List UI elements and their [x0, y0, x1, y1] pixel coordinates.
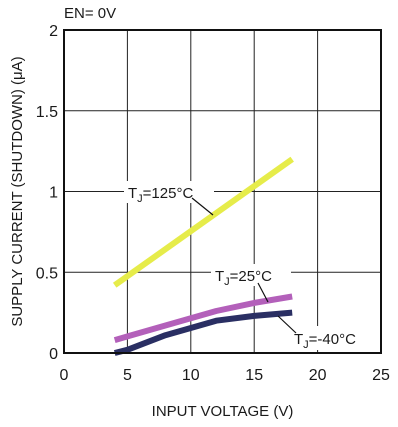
x-tick-label: 20 [309, 367, 327, 384]
annotation-leader [191, 197, 214, 216]
x-tick-label: 10 [182, 367, 200, 384]
condition-label: EN= 0V [64, 5, 116, 22]
series-annotation-0: TJ=125°C [124, 181, 214, 216]
series-annotation-1: TJ=25°C [211, 264, 291, 303]
series-line-2 [113, 309, 293, 356]
y-tick-label: 2 [49, 23, 58, 40]
x-tick-label: 0 [60, 367, 69, 384]
y-axis-title: SUPPLY CURRENT (SHUTDOWN) (μA) [9, 56, 26, 326]
x-tick-label: 5 [123, 367, 132, 384]
annotation-leader [277, 315, 297, 334]
series-label: TJ=125°C [128, 185, 193, 205]
y-tick-label: 0.5 [36, 265, 58, 282]
annotation-leader [257, 282, 269, 303]
series-line-0 [112, 156, 294, 288]
x-tick-label: 15 [245, 367, 263, 384]
x-axis-title: INPUT VOLTAGE (V) [152, 403, 294, 420]
y-tick-label: 1 [49, 185, 58, 202]
annotation-background [211, 264, 291, 286]
annotation-background [124, 181, 214, 203]
x-tick-labels: 0 5 10 15 20 25 [60, 367, 390, 384]
y-tick-label: 1.5 [36, 104, 58, 121]
series-annotations: TJ=125°C TJ=25°C TJ=-40°C [124, 181, 378, 351]
annotation-background [290, 326, 378, 350]
plot-frame [63, 29, 382, 354]
series-annotation-2: TJ=-40°C [277, 315, 378, 351]
y-tick-label: 0 [49, 346, 58, 363]
series-label: TJ=25°C [215, 268, 272, 288]
series-label: TJ=-40°C [294, 331, 356, 351]
y-tick-labels: 0 0.5 1 1.5 2 [36, 23, 58, 363]
x-tick-label: 25 [372, 367, 390, 384]
